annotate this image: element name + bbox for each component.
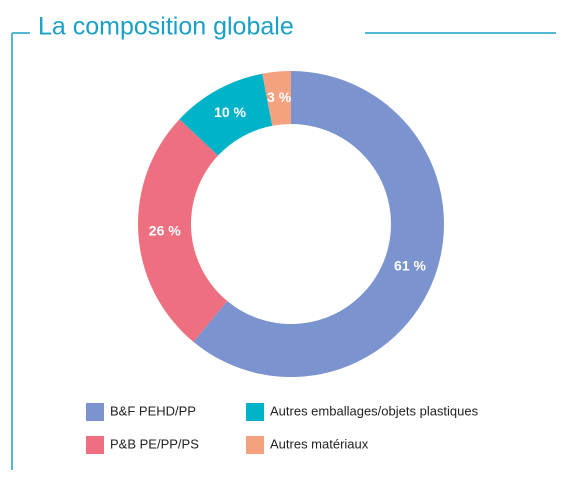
legend-label: Autres emballages/objets plastiques	[270, 403, 479, 418]
legend-label: B&F PEHD/PP	[110, 403, 196, 418]
pie-slice	[262, 71, 291, 126]
data-label: 61 %	[394, 258, 426, 274]
data-label: 10 %	[214, 104, 246, 120]
legend-label: Autres matériaux	[270, 436, 369, 451]
legend-swatch	[86, 436, 104, 454]
pie-slice	[138, 119, 228, 342]
legend-swatch	[246, 403, 264, 421]
pie-slice	[179, 73, 273, 156]
chart-title: La composition globale	[38, 13, 294, 41]
data-label: 3 %	[267, 89, 292, 105]
legend-label: P&B PE/PP/PS	[110, 436, 199, 451]
data-label: 26 %	[149, 223, 181, 239]
legend-swatch	[246, 436, 264, 454]
pie-slice	[193, 71, 445, 377]
legend-swatch	[86, 403, 104, 421]
